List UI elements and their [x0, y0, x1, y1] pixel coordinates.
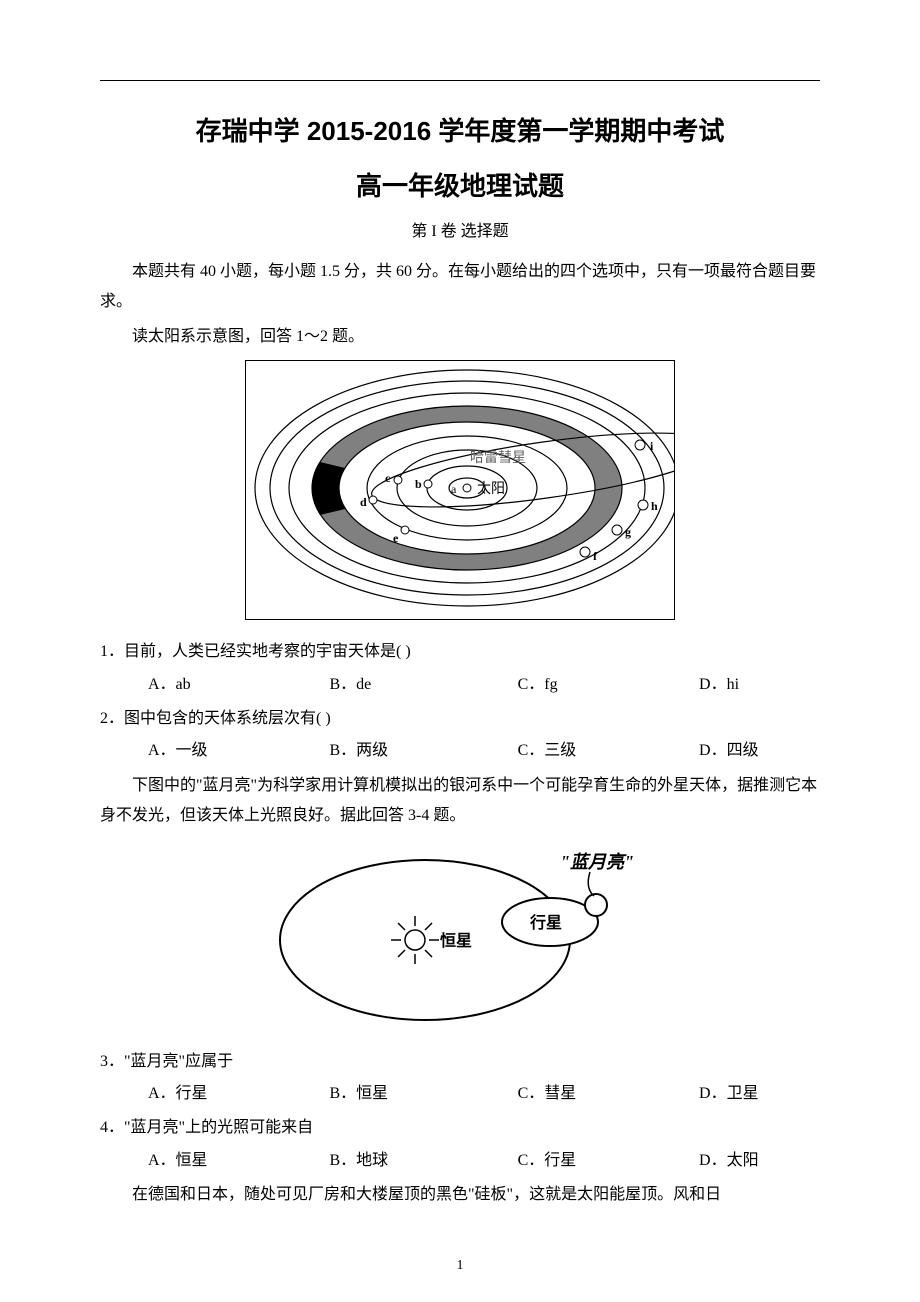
intro-fig1-lead: 读太阳系示意图，回答 1～2 题。: [100, 322, 820, 352]
q3-stem: 3．"蓝月亮"应属于: [100, 1047, 820, 1077]
figure-solar-system: a 太阳 b c d e f g h i 哈雷彗星: [100, 360, 820, 625]
q4-opt-c: C．行星: [518, 1146, 699, 1176]
q3-options: A．行星 B．恒星 C．彗星 D．卫星: [100, 1079, 820, 1109]
figure-blue-moon: 恒星 行星 "蓝月亮": [100, 840, 820, 1035]
fig2-label-planet: 行星: [529, 913, 562, 932]
q3-opt-c: C．彗星: [518, 1079, 699, 1109]
fig1-label-d: d: [360, 495, 367, 509]
title-main: 存瑞中学 2015-2016 学年度第一学期期中考试: [100, 111, 820, 148]
fig1-label-a: a: [451, 482, 457, 496]
fig1-label-sun: 太阳: [477, 481, 505, 497]
top-rule: [100, 80, 820, 81]
section-label: 第 I 卷 选择题: [100, 217, 820, 241]
q3-opt-a: A．行星: [148, 1079, 329, 1109]
page-number: 1: [0, 1258, 920, 1274]
q2-options: A．一级 B．两级 C．三级 D．四级: [100, 736, 820, 766]
fig1-label-comet: 哈雷彗星: [470, 450, 526, 466]
fig1-label-h: h: [651, 499, 658, 513]
q4-opt-a: A．恒星: [148, 1146, 329, 1176]
q1-opt-b: B．de: [329, 670, 517, 700]
q1-opt-c: C．fg: [518, 670, 699, 700]
fig1-label-g: g: [625, 525, 631, 539]
q4-stem: 4．"蓝月亮"上的光照可能来自: [100, 1113, 820, 1143]
q1-opt-d: D．hi: [699, 670, 820, 700]
q2-stem: 2．图中包含的天体系统层次有( ): [100, 704, 820, 734]
q4-options: A．恒星 B．地球 C．行星 D．太阳: [100, 1146, 820, 1176]
trailing-paragraph: 在德国和日本，随处可见厂房和大楼屋顶的黑色"硅板"，这就是太阳能屋顶。风和日: [100, 1180, 820, 1210]
q1-stem: 1．目前，人类已经实地考察的宇宙天体是( ): [100, 637, 820, 667]
q1-opt-a: A．ab: [148, 670, 329, 700]
fig1-label-b: b: [415, 477, 422, 491]
q2-opt-a: A．一级: [148, 736, 329, 766]
q1-options: A．ab B．de C．fg D．hi: [100, 670, 820, 700]
q2-opt-d: D．四级: [699, 736, 820, 766]
q4-opt-d: D．太阳: [699, 1146, 820, 1176]
fig1-label-e: e: [393, 531, 399, 545]
fig2-label-star: 恒星: [440, 931, 472, 950]
fig1-label-c: c: [385, 471, 391, 485]
q2-opt-b: B．两级: [329, 736, 517, 766]
q2-opt-c: C．三级: [518, 736, 699, 766]
q3-opt-d: D．卫星: [699, 1079, 820, 1109]
intro-text: 本题共有 40 小题，每小题 1.5 分，共 60 分。在每小题给出的四个选项中…: [100, 257, 820, 318]
fig2-label-blue-moon: "蓝月亮": [560, 852, 634, 872]
q4-opt-b: B．地球: [329, 1146, 517, 1176]
q3-opt-b: B．恒星: [329, 1079, 517, 1109]
blue-moon-intro: 下图中的"蓝月亮"为科学家用计算机模拟出的银河系中一个可能孕育生命的外星天体，据…: [100, 771, 820, 832]
title-sub: 高一年级地理试题: [100, 166, 820, 203]
